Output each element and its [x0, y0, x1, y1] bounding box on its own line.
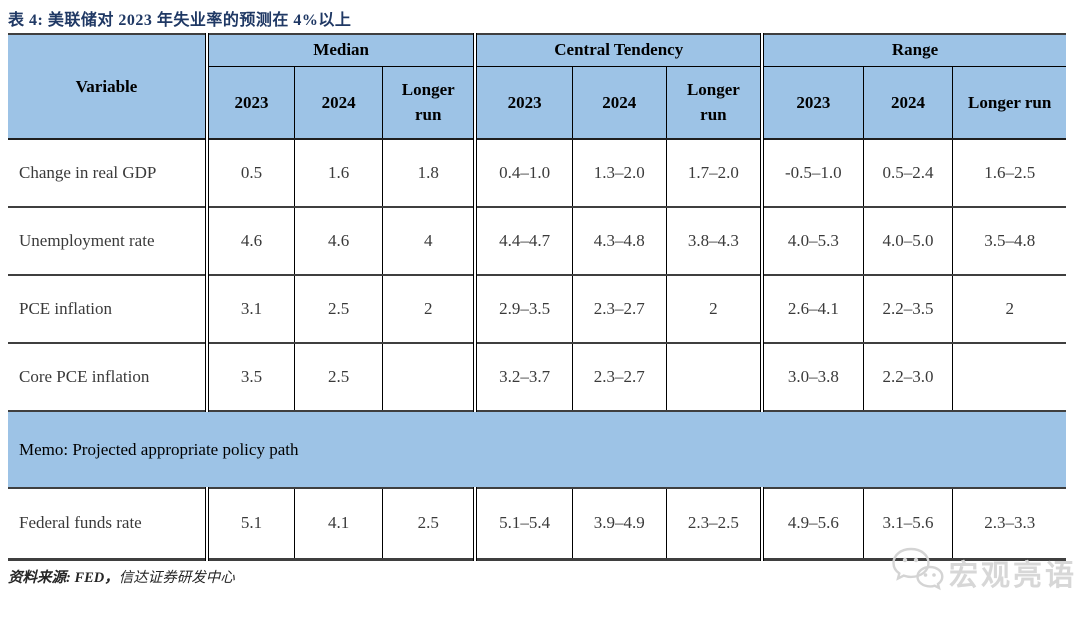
cell: 1.7–2.0	[665, 139, 763, 208]
brand-watermark: 宏观亮语	[890, 546, 1077, 599]
row-label: Unemployment rate	[8, 207, 207, 276]
memo-label: Memo: Projected appropriate policy path	[8, 411, 1066, 489]
subheader-range-longer-run: Longer run	[952, 66, 1066, 140]
subheader-range-2024: 2024	[862, 66, 953, 140]
header-group-row: Variable Median Central Tendency Range	[8, 34, 1066, 140]
cell: 1.6–2.5	[952, 139, 1066, 208]
table-row-gdp: Change in real GDP 0.5 1.6 1.8 0.4–1.0 1…	[8, 139, 1066, 208]
subheader-range-2023: 2023	[760, 66, 864, 140]
cell: 0.5	[204, 139, 295, 208]
subheader-median-longer-run: Longer run	[382, 66, 476, 140]
cell: 2	[382, 275, 476, 344]
cell: 2.9–3.5	[473, 275, 573, 344]
cell: 4.3–4.8	[571, 207, 667, 276]
cell: 2.6–4.1	[760, 275, 864, 344]
cell	[952, 343, 1066, 412]
cell: 3.2–3.7	[473, 343, 573, 412]
cell: 2	[665, 275, 763, 344]
wechat-logo-icon	[890, 546, 944, 599]
cell: 4.0–5.3	[760, 207, 864, 276]
row-label: Core PCE inflation	[8, 343, 207, 412]
group-header-range: Range	[760, 34, 1066, 67]
subheader-ct-2023: 2023	[473, 66, 573, 140]
cell: 2.3–3.3	[952, 488, 1066, 561]
cell: 4.0–5.0	[862, 207, 953, 276]
memo-row: Memo: Projected appropriate policy path	[8, 411, 1066, 489]
cell: 2.5	[294, 275, 383, 344]
cell: 4.9–5.6	[760, 488, 864, 561]
cell: 2	[952, 275, 1066, 344]
cell: 3.8–4.3	[665, 207, 763, 276]
cell: 1.3–2.0	[571, 139, 667, 208]
cell: 4	[382, 207, 476, 276]
subheader-median-2024: 2024	[294, 66, 383, 140]
cell: 1.6	[294, 139, 383, 208]
cell: -0.5–1.0	[760, 139, 864, 208]
source-note-prefix: 资料来源: FED，	[8, 570, 119, 586]
row-label: PCE inflation	[8, 275, 207, 344]
group-header-median: Median	[204, 34, 476, 67]
cell: 0.5–2.4	[862, 139, 953, 208]
column-header-variable: Variable	[8, 34, 207, 140]
cell: 5.1–5.4	[473, 488, 573, 561]
header-sub-row: 2023 2024 Longer run 2023 2024 Longer ru…	[8, 66, 1066, 140]
cell: 4.6	[204, 207, 295, 276]
table-row-core-pce: Core PCE inflation 3.5 2.5 3.2–3.7 2.3–2…	[8, 343, 1066, 412]
cell: 3.5–4.8	[952, 207, 1066, 276]
subheader-median-2023: 2023	[204, 66, 295, 140]
cell	[665, 343, 763, 412]
cell: 3.9–4.9	[571, 488, 667, 561]
cell: 2.3–2.7	[571, 275, 667, 344]
cell: 3.0–3.8	[760, 343, 864, 412]
cell: 2.2–3.5	[862, 275, 953, 344]
subheader-ct-longer-run: Longer run	[665, 66, 763, 140]
row-label: Change in real GDP	[8, 139, 207, 208]
subheader-ct-2024: 2024	[571, 66, 667, 140]
cell: 4.6	[294, 207, 383, 276]
cell: 1.8	[382, 139, 476, 208]
cell: 2.3–2.5	[665, 488, 763, 561]
cell: 2.2–3.0	[862, 343, 953, 412]
cell: 4.4–4.7	[473, 207, 573, 276]
cell: 0.4–1.0	[473, 139, 573, 208]
cell: 3.1	[204, 275, 295, 344]
cell: 2.5	[382, 488, 476, 561]
source-note: 资料来源: FED，信达证券研发中心	[8, 566, 235, 587]
cell: 2.5	[294, 343, 383, 412]
table-title: 表 4: 美联储对 2023 年失业率的预测在 4%以上	[8, 12, 352, 29]
group-header-central-tendency: Central Tendency	[473, 34, 763, 67]
row-label: Federal funds rate	[8, 488, 207, 561]
cell: 3.5	[204, 343, 295, 412]
cell: 2.3–2.7	[571, 343, 667, 412]
source-note-rest: 信达证券研发中心	[118, 570, 235, 586]
table-row-unemployment: Unemployment rate 4.6 4.6 4 4.4–4.7 4.3–…	[8, 207, 1066, 276]
fed-projections-table: Variable Median Central Tendency Range 2…	[8, 33, 1066, 561]
cell: 5.1	[204, 488, 295, 561]
cell: 4.1	[294, 488, 383, 561]
cell	[382, 343, 476, 412]
watermark-label: 宏观亮语	[949, 559, 1078, 592]
table-row-pce: PCE inflation 3.1 2.5 2 2.9–3.5 2.3–2.7 …	[8, 275, 1066, 344]
